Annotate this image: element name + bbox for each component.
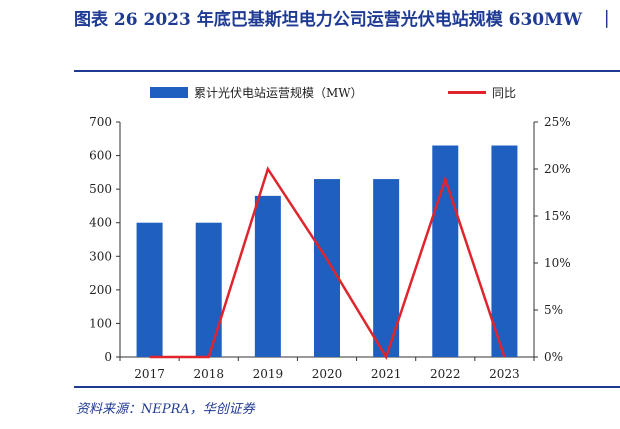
- bar: [136, 222, 163, 357]
- bar-series: [136, 145, 518, 357]
- y-left-tick-label: 0: [104, 350, 112, 364]
- y-left-tick-label: 300: [89, 249, 112, 263]
- y-right-tick-label: 25%: [544, 115, 571, 129]
- x-tick-label: 2023: [489, 367, 520, 381]
- x-tick-label: 2019: [253, 367, 284, 381]
- y-right-tick-label: 15%: [544, 209, 571, 223]
- bar: [254, 195, 281, 357]
- y-right-tick-label: 10%: [544, 256, 571, 270]
- bar: [491, 145, 518, 357]
- y-left-tick-label: 100: [89, 316, 112, 330]
- yoy-line: [149, 166, 506, 360]
- bar: [314, 179, 340, 357]
- y-left-tick-label: 600: [89, 149, 112, 163]
- legend-label-bar: 累计光伏电站运营规模（MW）: [194, 85, 363, 100]
- legend-label-line: 同比: [492, 86, 516, 100]
- source-note: 资料来源：NEPRA，华创证券: [76, 402, 255, 417]
- title-rule: [74, 70, 620, 72]
- y-left-tick-label: 500: [89, 182, 112, 196]
- chart-legend: 累计光伏电站运营规模（MW） 同比: [150, 85, 516, 100]
- y-left-tick-label: 700: [89, 115, 112, 129]
- y-left-tick-label: 400: [89, 216, 112, 230]
- bar: [195, 222, 222, 357]
- y-right-tick-label: 5%: [544, 303, 563, 317]
- y-right-tick-label: 0%: [544, 350, 563, 364]
- chart: 累计光伏电站运营规模（MW） 同比 01002003004005006007000…: [89, 85, 571, 381]
- y-right-tick-label: 20%: [544, 162, 571, 176]
- source-rule: [74, 386, 620, 388]
- x-tick-label: 2021: [371, 367, 402, 381]
- x-tick-label: 2017: [134, 367, 165, 381]
- clipped-edge-mark: ▏: [606, 10, 618, 28]
- x-tick-label: 2022: [430, 367, 461, 381]
- y-left-tick-label: 200: [89, 283, 112, 297]
- figure-title: 图表 26 2023 年底巴基斯坦电力公司运营光伏电站规模 630MW: [74, 10, 583, 30]
- chart-axes: 0 100 200 300 400 500 600 700 0% 5% 10% 15% 20% 25% 20…: [89, 115, 571, 381]
- line-series: [149, 166, 506, 360]
- x-tick-label: 2018: [193, 367, 224, 381]
- legend-swatch-bar: [150, 87, 188, 98]
- x-tick-label: 2020: [312, 367, 343, 381]
